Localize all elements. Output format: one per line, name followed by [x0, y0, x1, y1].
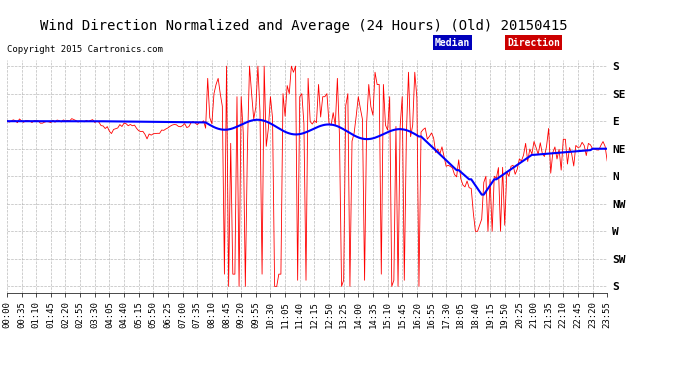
Text: Copyright 2015 Cartronics.com: Copyright 2015 Cartronics.com	[7, 45, 163, 54]
Text: Wind Direction Normalized and Average (24 Hours) (Old) 20150415: Wind Direction Normalized and Average (2…	[40, 19, 567, 33]
Text: Median: Median	[435, 38, 470, 48]
Text: Direction: Direction	[507, 38, 560, 48]
